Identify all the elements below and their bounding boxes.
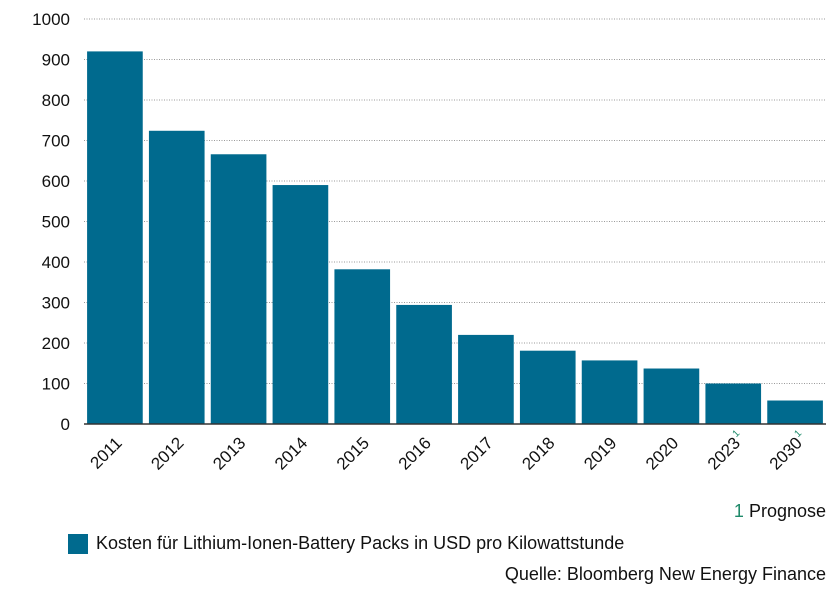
x-tick-label-group: 2020 [642,433,682,473]
y-tick-label: 200 [42,334,70,353]
legend-swatch [68,533,88,554]
x-tick-label-group: 2012 [147,433,187,473]
bar [148,130,205,424]
x-tick-label: 2015 [333,433,373,473]
x-tick-label-group: 2013 [209,433,249,473]
bar [210,154,267,424]
y-axis-tick-labels: 0 100 200 300 400 500 600 700 800 900 1000 [32,10,70,434]
x-tick-label-group: 2018 [518,433,558,473]
bar [334,269,391,424]
y-tick-label: 400 [42,253,70,272]
x-tick-label: 2019 [580,433,620,473]
y-tick-label: 800 [42,91,70,110]
bar [458,334,514,424]
y-tick-label: 0 [61,415,70,434]
x-tick-label-group: 2017 [457,433,497,473]
x-axis-tick-labels: 2011 2012 2013 2014 2015 2016 2017 2018 2019 2020… [86,428,806,474]
x-tick-label: 2011 [86,433,125,472]
x-tick-label-group: 2016 [395,433,435,473]
y-tick-label: 100 [42,375,70,394]
legend: Kosten für Lithium-Ionen-Battery Packs i… [68,533,624,554]
bar [643,368,700,424]
y-tick-label: 300 [42,294,70,313]
x-tick-label: 2020 [642,433,682,473]
x-tick-label: 2018 [518,433,558,473]
y-tick-label: 600 [42,172,70,191]
y-tick-label: 500 [42,213,70,232]
y-tick-label: 700 [42,132,70,151]
bar [519,350,576,424]
footnote-number: 1 [733,501,744,521]
footnote-text: Prognose [748,501,826,521]
footnote: 1 Prognose [734,501,826,522]
bar [272,185,329,424]
y-tick-label: 1000 [32,10,70,29]
bar [705,383,762,424]
x-tick-label-group: 2014 [271,433,311,473]
bar [396,304,452,424]
y-tick-label: 900 [42,51,70,70]
x-tick-label: 2012 [147,433,187,473]
x-tick-label: 2013 [209,433,249,473]
legend-label: Kosten für Lithium-Ionen-Battery Packs i… [96,533,625,553]
source-note: Quelle: Bloomberg New Energy Finance [504,564,826,584]
x-tick-label-group: 2011 [86,433,125,472]
grid-lines [84,18,826,384]
x-tick-label-group: 2019 [580,433,620,473]
bar [87,51,143,425]
x-tick-label: 2014 [271,433,311,473]
x-tick-label: 2016 [395,433,435,473]
x-tick-label: 2017 [457,433,497,473]
x-tick-label-group: 2015 [333,433,373,473]
bar [767,400,823,424]
bar [581,360,638,424]
bars [87,51,823,425]
